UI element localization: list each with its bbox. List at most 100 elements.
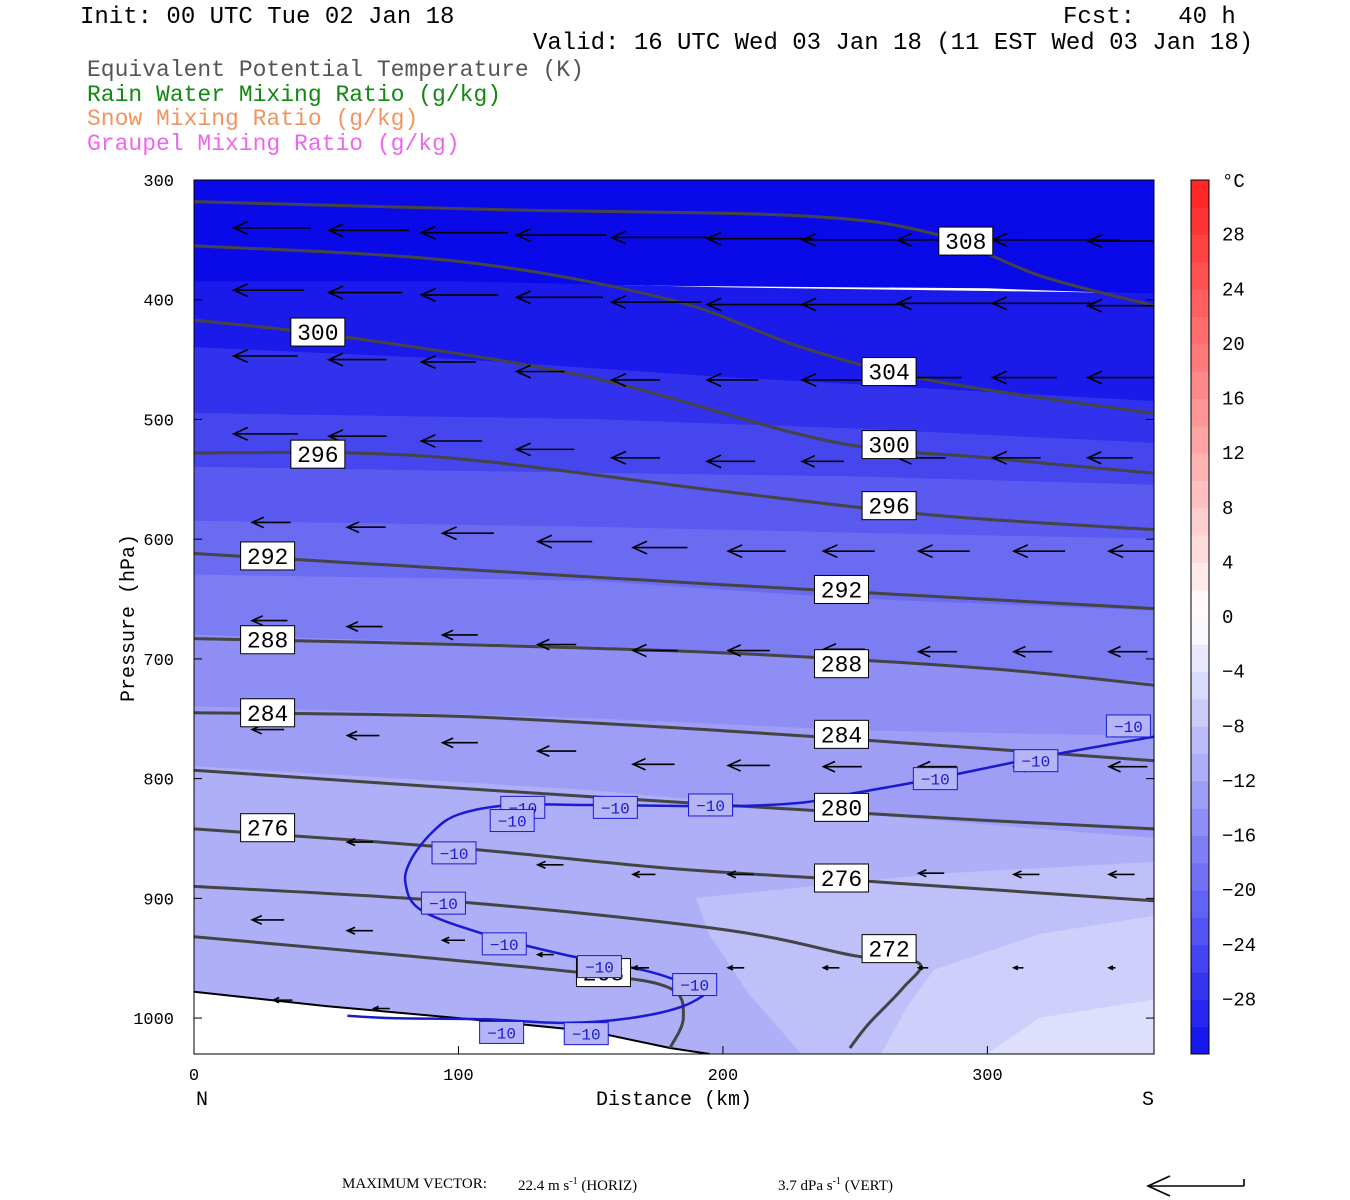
y-tick-label: 400 [143, 293, 174, 312]
wind-vector [990, 450, 1041, 465]
temp-label-box [576, 955, 622, 979]
wind-vector [1085, 234, 1154, 249]
wind-vector-head [1011, 965, 1019, 971]
wind-vector [800, 455, 844, 468]
wind-vector-head [535, 534, 553, 549]
vert-value: 3.7 dPa s [778, 1178, 833, 1194]
theta-e-label: 304 [868, 361, 909, 387]
wind-vector-head [821, 964, 829, 971]
colorbar-segment [1191, 808, 1209, 836]
theta-e-contour-296 [194, 450, 1154, 532]
temp-contour-label: −10 [1021, 754, 1050, 772]
wind-vector-head [1107, 870, 1118, 879]
wind-vector-head [990, 450, 1008, 465]
wind-vector-head [726, 964, 734, 971]
wind-vector-head [895, 232, 912, 247]
temp-contour-label: −10 [572, 1027, 601, 1045]
wind-vector-head [705, 372, 722, 387]
wind-vector [231, 220, 311, 235]
wind-vector [250, 516, 291, 529]
wind-vector-head [800, 455, 816, 468]
wind-vector-head [916, 965, 923, 971]
wind-vector [535, 860, 564, 870]
temp-label-box [592, 795, 638, 819]
theta-e-contour-276 [194, 827, 1154, 903]
wind-vector-head [609, 295, 627, 310]
theta-e-label: 296 [297, 443, 338, 469]
theta-e-label-box [813, 719, 869, 749]
theta-e-label: 308 [945, 230, 986, 256]
theta-e-label: 292 [821, 578, 862, 604]
wind-vector-head [440, 526, 457, 541]
temp-contour-label: −10 [696, 798, 725, 816]
colorbar-label: −4 [1222, 662, 1245, 684]
wind-vector [419, 225, 508, 240]
horiz-value: 22.4 m s [518, 1178, 570, 1194]
y-axis-label: Pressure (hPa) [118, 534, 141, 702]
colorbar-segment [1191, 343, 1209, 372]
wind-vector [1107, 645, 1148, 658]
y-tick-label: 700 [143, 652, 174, 671]
theta-e-label-box [813, 574, 869, 604]
colorbar-segment [1191, 617, 1209, 645]
wind-vector-head [535, 951, 543, 958]
wind-vector-head [514, 228, 531, 243]
max-vector-label: MAXIMUM VECTOR: [342, 1176, 487, 1192]
colorbar-frame [1190, 179, 1210, 1055]
x-axis-label: Distance (km) [596, 1089, 752, 1112]
max-vector-vert: 3.7 dPa s-1 (VERT) [778, 1176, 893, 1195]
wind-vector [705, 454, 756, 469]
wind-vector-head [1085, 370, 1103, 385]
colorbar-segment [1191, 698, 1209, 727]
wind-vector [514, 228, 607, 243]
wind-vector-head [1011, 870, 1022, 879]
wind-vector-head [990, 296, 1008, 311]
horiz-unit: (HORIZ) [581, 1178, 638, 1194]
wind-vector [705, 372, 759, 387]
wind-vector [631, 643, 678, 658]
temp-label-box [1013, 749, 1059, 773]
colorbar-segment [1191, 398, 1209, 427]
wind-vector [609, 295, 702, 310]
wind-vector-head [705, 297, 722, 312]
wind-vector-head [726, 544, 743, 559]
wind-vector-head [250, 615, 264, 627]
wind-vector [1107, 965, 1116, 971]
colorbar-label: −8 [1222, 716, 1245, 738]
wind-vector [631, 540, 688, 555]
colorbar-segment [1191, 972, 1209, 1000]
wind-vector-head [326, 352, 344, 367]
temp-label-box [688, 793, 734, 817]
wind-vector-head [345, 730, 358, 741]
wind-vector [705, 231, 813, 246]
wind-vector [514, 364, 565, 379]
wind-vector-head [514, 364, 531, 379]
wind-vector-head [726, 644, 742, 657]
legend-snow: Snow Mixing Ratio (g/kg) [87, 106, 419, 132]
y-tick-label: 500 [143, 412, 174, 431]
wind-vector [1085, 370, 1154, 385]
wind-vector [609, 230, 708, 245]
wind-vector-head [726, 759, 742, 772]
colorbar-label: −16 [1222, 826, 1256, 848]
theta-e-labels: 308 304 300 300 296 296 292 292 288 288 284 284 280 2… [240, 226, 994, 988]
wind-vector-head [345, 837, 356, 847]
wind-vector [705, 297, 804, 312]
theta-e-label-box [861, 357, 917, 387]
wind-vector-head [440, 737, 454, 749]
theta-e-contour-304 [194, 244, 1154, 415]
temp-contour-label: −10 [440, 846, 469, 864]
wind-vector-head [631, 870, 641, 879]
wind-vector-head [916, 544, 933, 559]
wind-vector-head [631, 964, 639, 971]
temp-contour-label: −10 [921, 772, 950, 790]
wind-vector-head [371, 1005, 379, 1012]
wind-vector-head [231, 348, 248, 364]
temp-label-box [481, 932, 527, 956]
theta-e-label: 280 [821, 796, 862, 822]
wind-vector [1011, 870, 1040, 879]
colorbar-segment [1191, 753, 1209, 782]
temp-label-box [420, 891, 466, 915]
colorbar-segment [1191, 1026, 1209, 1055]
temp-contour-label: −10 [601, 800, 630, 818]
